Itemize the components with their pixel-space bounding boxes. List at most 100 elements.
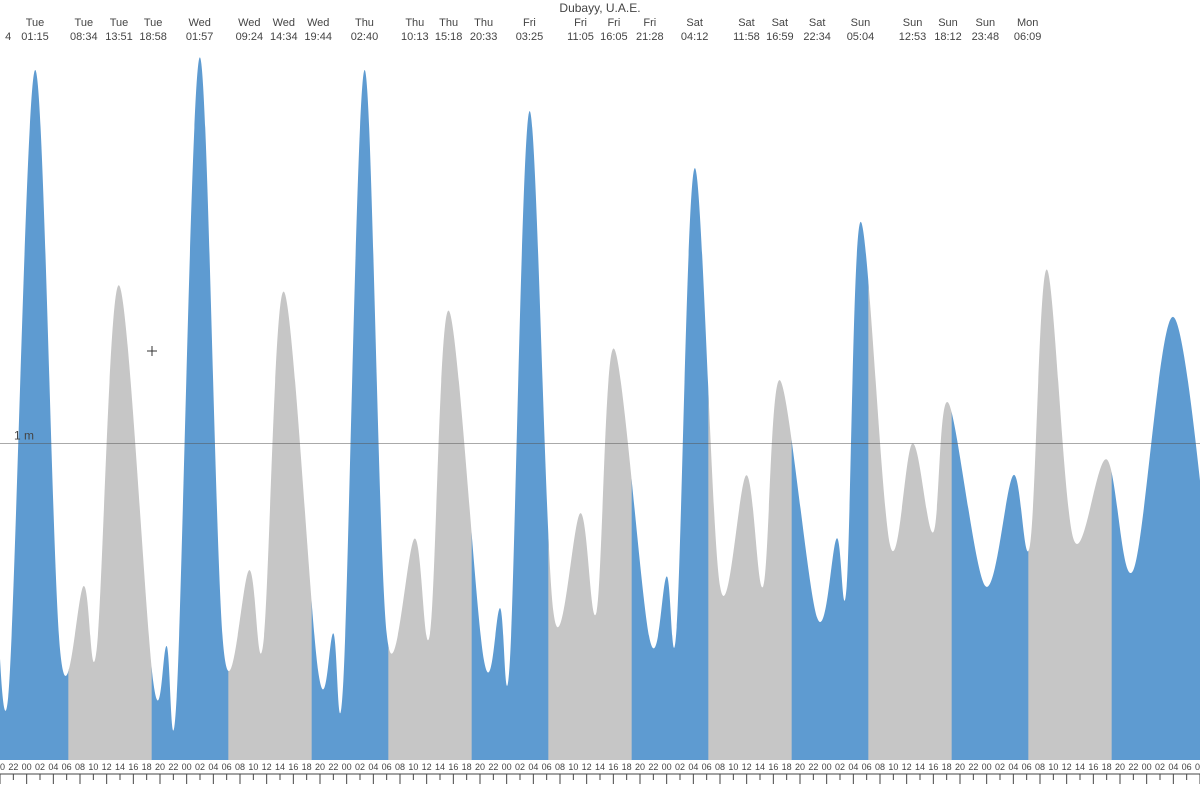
hour-label: 00: [502, 762, 512, 772]
top-label-time: 01:57: [186, 31, 214, 43]
hour-label: 10: [88, 762, 98, 772]
hour-label: 02: [195, 762, 205, 772]
hour-label: 00: [1142, 762, 1152, 772]
hour-label: 08: [1195, 762, 1200, 772]
hour-label: 10: [1048, 762, 1058, 772]
hour-label: 12: [1062, 762, 1072, 772]
hour-label: 16: [608, 762, 618, 772]
hour-label: 00: [22, 762, 32, 772]
top-label-day: Sat: [772, 17, 789, 29]
ref-label: 1 m: [14, 429, 34, 443]
top-label-time: 16:05: [600, 31, 628, 43]
top-label-time: 22:34: [803, 31, 831, 43]
hour-label: 22: [808, 762, 818, 772]
top-label-time: 03:25: [516, 31, 544, 43]
top-label-time: 13:51: [105, 31, 133, 43]
hour-label: 00: [662, 762, 672, 772]
top-label-day: Thu: [355, 17, 374, 29]
hour-label: 20: [315, 762, 325, 772]
hour-label: 12: [262, 762, 272, 772]
top-label-day: Fri: [574, 17, 587, 29]
top-label-time: 21:28: [636, 31, 664, 43]
top-label-time: 10:13: [401, 31, 429, 43]
hour-label: 04: [848, 762, 858, 772]
hour-label: 12: [102, 762, 112, 772]
top-label-day: Wed: [188, 17, 210, 29]
top-label-day: Thu: [405, 17, 424, 29]
hour-label: 02: [355, 762, 365, 772]
hour-label: 18: [942, 762, 952, 772]
hour-label: 22: [968, 762, 978, 772]
hour-label: 20: [955, 762, 965, 772]
top-label-time: 09:24: [236, 31, 264, 43]
hour-label: 02: [35, 762, 45, 772]
top-label-day: Tue: [144, 17, 163, 29]
chart-title: Dubayy, U.A.E.: [559, 1, 640, 15]
hour-label: 22: [8, 762, 18, 772]
hour-label: 04: [368, 762, 378, 772]
top-label-day: Fri: [607, 17, 620, 29]
top-label-day: Sat: [738, 17, 755, 29]
hour-label: 10: [728, 762, 738, 772]
hour-label: 14: [435, 762, 445, 772]
top-label-day: Wed: [307, 17, 329, 29]
hour-label: 20: [475, 762, 485, 772]
hour-label: 20: [155, 762, 165, 772]
hour-label: 00: [982, 762, 992, 772]
hour-label: 20: [795, 762, 805, 772]
top-label-day: Sat: [809, 17, 826, 29]
hour-label: 08: [1035, 762, 1045, 772]
hour-label: 22: [168, 762, 178, 772]
hour-label: 22: [488, 762, 498, 772]
top-label-day: Wed: [273, 17, 295, 29]
hour-label: 16: [768, 762, 778, 772]
top-label-time: 11:58: [733, 31, 760, 43]
hour-label: 18: [782, 762, 792, 772]
hour-label: 20: [635, 762, 645, 772]
top-label-day: Tue: [110, 17, 129, 29]
hour-label: 10: [248, 762, 258, 772]
hour-label: 16: [928, 762, 938, 772]
hour-label: 12: [902, 762, 912, 772]
hour-label: 20: [1115, 762, 1125, 772]
top-label-time: 02:40: [351, 31, 379, 43]
hour-label: 20: [0, 762, 5, 772]
top-label-time: 06:09: [1014, 31, 1042, 43]
hour-label: 02: [515, 762, 525, 772]
tide-chart: 1 mDubayy, U.A.E.4Tue01:15Tue08:34Tue13:…: [0, 0, 1200, 800]
hour-label: 18: [1102, 762, 1112, 772]
hour-label: 08: [715, 762, 725, 772]
hour-label: 14: [115, 762, 125, 772]
top-label-day: Sun: [938, 17, 958, 29]
hour-label: 04: [1168, 762, 1178, 772]
hour-label: 18: [302, 762, 312, 772]
hour-label: 14: [915, 762, 925, 772]
hour-label: 14: [275, 762, 285, 772]
top-label-day: Tue: [26, 17, 45, 29]
hour-label: 10: [568, 762, 578, 772]
hour-label: 02: [995, 762, 1005, 772]
hour-label: 18: [462, 762, 472, 772]
top-label-day: Sun: [976, 17, 996, 29]
top-label-time: 01:15: [21, 31, 49, 43]
top-label-day: Tue: [75, 17, 94, 29]
top-label-time: 14:34: [270, 31, 298, 43]
hour-label: 14: [595, 762, 605, 772]
top-label-time: 20:33: [470, 31, 498, 43]
top-label-time: 18:12: [934, 31, 962, 43]
hour-label: 00: [342, 762, 352, 772]
top-label-time: 11:05: [567, 31, 594, 43]
top-label-time: 12:53: [899, 31, 927, 43]
hour-label: 18: [142, 762, 152, 772]
top-label-time: 04:12: [681, 31, 709, 43]
hour-label: 06: [1022, 762, 1032, 772]
hour-label: 06: [382, 762, 392, 772]
hour-label: 16: [128, 762, 138, 772]
hour-label: 08: [395, 762, 405, 772]
hour-label: 04: [528, 762, 538, 772]
hour-label: 22: [648, 762, 658, 772]
hour-label: 06: [222, 762, 232, 772]
top-label-time: 15:18: [435, 31, 463, 43]
tide-fill: [0, 0, 1200, 800]
hour-label: 06: [542, 762, 552, 772]
